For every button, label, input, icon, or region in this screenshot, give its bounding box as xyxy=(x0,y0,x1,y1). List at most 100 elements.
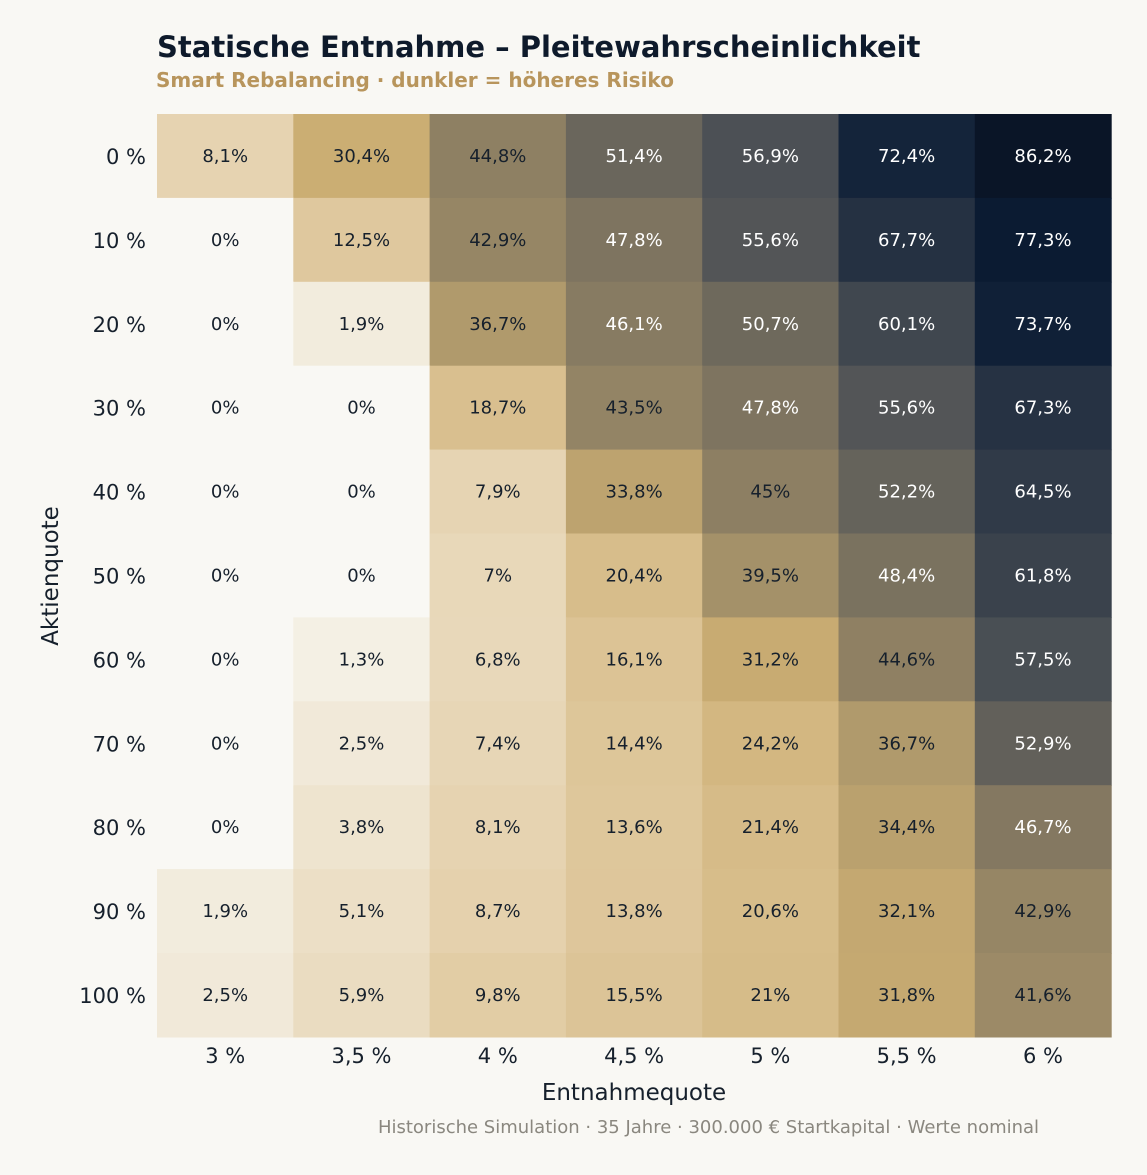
heatmap-cell xyxy=(974,617,1112,702)
cell-value-label: 39,5% xyxy=(742,566,799,587)
chart-footnote: Historische Simulation · 35 Jahre · 300.… xyxy=(377,1117,1040,1138)
heatmap-cell xyxy=(293,533,431,618)
cell-value-label: 36,7% xyxy=(878,733,935,754)
heatmap-cell xyxy=(293,114,431,199)
heatmap-cell xyxy=(293,617,431,702)
cell-value-label: 31,8% xyxy=(878,985,935,1006)
cell-value-label: 0% xyxy=(347,566,376,587)
heatmap-cell xyxy=(974,869,1112,954)
cell-value-label: 18,7% xyxy=(469,398,526,419)
cell-value-label: 0% xyxy=(211,314,240,335)
cell-value-label: 67,3% xyxy=(1014,398,1071,419)
cell-value-label: 36,7% xyxy=(469,314,526,335)
cell-value-label: 7,4% xyxy=(475,733,521,754)
cell-value-label: 21% xyxy=(750,985,790,1006)
heatmap-cell xyxy=(838,281,976,367)
cell-value-label: 33,8% xyxy=(606,482,663,503)
cell-value-label: 52,9% xyxy=(1014,733,1071,754)
cell-value-label: 50,7% xyxy=(742,314,799,335)
heatmap-cell xyxy=(429,785,567,870)
heatmap-cell xyxy=(293,953,431,1038)
heatmap-cell xyxy=(157,617,294,702)
heatmap-cell xyxy=(974,533,1112,618)
cell-value-label: 0% xyxy=(211,482,240,503)
y-tick-label: 50 % xyxy=(93,565,146,589)
heatmap-cell xyxy=(429,617,567,702)
heatmap-cell xyxy=(702,197,840,283)
cell-value-label: 0% xyxy=(211,566,240,587)
cell-value-label: 86,2% xyxy=(1014,146,1071,167)
x-axis-label: Entnahmequote xyxy=(542,1080,726,1106)
cell-value-label: 61,8% xyxy=(1014,566,1071,587)
heatmap-cell xyxy=(565,365,703,451)
heatmap-cell xyxy=(293,869,431,954)
cell-value-label: 15,5% xyxy=(606,985,663,1006)
cell-value-label: 46,7% xyxy=(1014,817,1071,838)
heatmap-cell xyxy=(429,701,567,786)
cell-value-label: 2,5% xyxy=(339,733,385,754)
x-tick-label: 5 % xyxy=(750,1044,790,1068)
heatmap-cell xyxy=(565,533,703,618)
heatmap-cell xyxy=(157,114,294,199)
cell-value-label: 12,5% xyxy=(333,230,390,251)
heatmap-cell xyxy=(157,449,294,535)
cell-value-label: 42,9% xyxy=(1014,901,1071,922)
heatmap-cell xyxy=(429,281,567,367)
y-tick-label: 40 % xyxy=(93,481,146,505)
cell-value-label: 20,6% xyxy=(742,901,799,922)
cell-value-label: 73,7% xyxy=(1014,314,1071,335)
heatmap-cell xyxy=(565,281,703,367)
cell-value-label: 0% xyxy=(211,398,240,419)
heatmap-cell xyxy=(702,365,840,451)
cell-value-label: 14,4% xyxy=(606,733,663,754)
cell-value-label: 0% xyxy=(211,230,240,251)
cell-value-label: 7,9% xyxy=(475,482,521,503)
cell-value-label: 13,8% xyxy=(606,901,663,922)
cell-value-label: 8,1% xyxy=(475,817,521,838)
heatmap-cell xyxy=(157,281,294,367)
heatmap-cell xyxy=(293,449,431,535)
cell-value-label: 8,1% xyxy=(202,146,248,167)
cell-value-label: 72,4% xyxy=(878,146,935,167)
cell-value-label: 7% xyxy=(484,566,513,587)
heatmap-cell xyxy=(838,701,976,786)
cell-value-label: 1,9% xyxy=(339,314,385,335)
cell-value-label: 9,8% xyxy=(475,985,521,1006)
heatmap-cell xyxy=(702,701,840,786)
heatmap-cell xyxy=(565,953,703,1038)
cell-value-label: 2,5% xyxy=(202,985,248,1006)
cell-value-label: 44,6% xyxy=(878,649,935,670)
y-tick-label: 80 % xyxy=(93,816,146,840)
heatmap-cell xyxy=(702,449,840,535)
heatmap-cell xyxy=(293,365,431,451)
y-tick-label: 10 % xyxy=(93,229,146,253)
chart-subtitle: Smart Rebalancing · dunkler = höheres Ri… xyxy=(156,68,674,92)
x-tick-label: 3,5 % xyxy=(331,1044,391,1068)
heatmap-cell xyxy=(293,281,431,367)
heatmap-cell xyxy=(429,449,567,535)
cell-value-label: 1,9% xyxy=(202,901,248,922)
heatmap-cell xyxy=(157,953,294,1038)
heatmap-cell xyxy=(838,449,976,535)
cell-value-label: 24,2% xyxy=(742,733,799,754)
y-tick-label: 0 % xyxy=(106,145,146,169)
cell-value-label: 3,8% xyxy=(339,817,385,838)
cell-value-label: 55,6% xyxy=(878,398,935,419)
x-axis-ticks: 3 % 3,5 % 4 % 4,5 % 5 % 5,5 % 6 % xyxy=(205,1044,1063,1068)
y-tick-label: 100 % xyxy=(79,984,146,1008)
cell-value-label: 20,4% xyxy=(606,566,663,587)
heatmap-cell xyxy=(565,701,703,786)
cell-value-label: 57,5% xyxy=(1014,649,1071,670)
cell-value-label: 0% xyxy=(347,398,376,419)
cell-value-label: 47,8% xyxy=(606,230,663,251)
cell-value-label: 44,8% xyxy=(469,146,526,167)
heatmap-cell xyxy=(429,197,567,283)
heatmap-cell xyxy=(429,114,567,199)
heatmap-cell xyxy=(565,617,703,702)
y-tick-label: 90 % xyxy=(93,900,146,924)
y-axis-label: Aktienquote xyxy=(38,506,64,646)
y-tick-label: 60 % xyxy=(93,648,146,672)
heatmap-cell xyxy=(429,869,567,954)
heatmap-cell xyxy=(838,114,976,199)
heatmap-cell xyxy=(838,365,976,451)
